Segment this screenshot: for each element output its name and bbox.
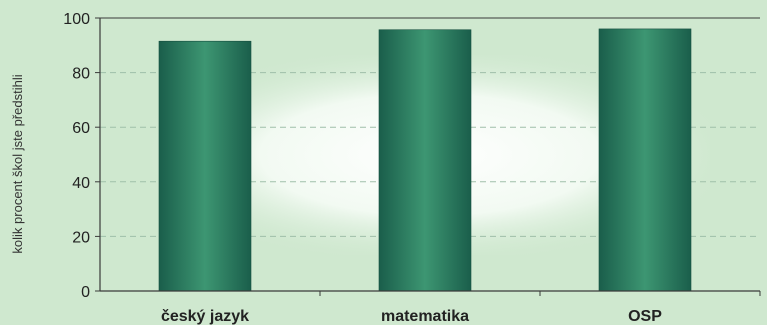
bar-2 bbox=[598, 28, 692, 292]
x-tick-label: matematika bbox=[381, 308, 469, 325]
x-tick-label: OSP bbox=[628, 308, 662, 325]
bar-0 bbox=[158, 40, 252, 292]
y-axis-title: kolik procent škol jste předstihli bbox=[10, 74, 25, 253]
axes: 0 20 40 60 80 100 český jazyk matematika OSP bbox=[63, 11, 761, 325]
bar-1 bbox=[378, 29, 472, 292]
x-tick-label: český jazyk bbox=[161, 308, 249, 325]
y-tick-label: 80 bbox=[72, 66, 90, 83]
y-tick-label: 60 bbox=[72, 120, 90, 137]
y-tick-label: 100 bbox=[63, 11, 90, 28]
bars bbox=[158, 28, 692, 292]
y-tick-label: 20 bbox=[72, 229, 90, 246]
y-tick-label: 0 bbox=[81, 284, 90, 301]
y-tick-label: 40 bbox=[72, 175, 90, 192]
